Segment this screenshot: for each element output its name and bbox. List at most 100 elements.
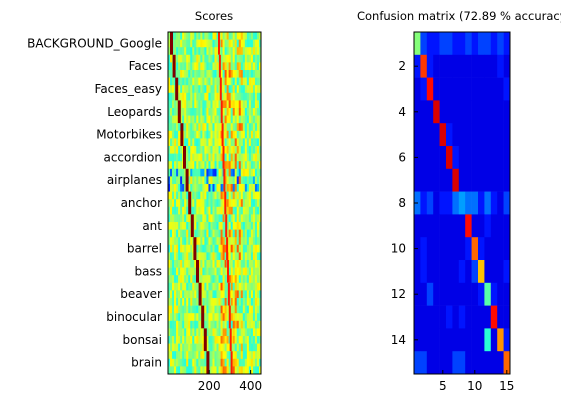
scores-cell xyxy=(178,62,181,71)
scores-cell xyxy=(248,32,252,40)
scores-cell xyxy=(180,85,183,94)
scores-cell xyxy=(206,108,209,116)
scores-cell xyxy=(192,184,195,192)
scores-cell xyxy=(188,237,191,246)
scores-cell xyxy=(214,275,217,284)
confusion-cell xyxy=(446,191,453,215)
scores-cell xyxy=(204,366,207,375)
scores-cell xyxy=(194,282,197,291)
scores-cell xyxy=(230,229,233,238)
scores-cell xyxy=(208,123,211,132)
scores-cell xyxy=(224,62,227,71)
scores-cell xyxy=(258,115,262,124)
scores-cell xyxy=(254,229,258,238)
scores-cell xyxy=(206,290,209,299)
scores-cell xyxy=(248,161,252,170)
scores-cell xyxy=(216,366,219,375)
scores-cell xyxy=(216,70,219,78)
scores-cell xyxy=(244,191,248,200)
scores-cell xyxy=(240,70,244,78)
scores-cell xyxy=(228,358,231,367)
scores-cell xyxy=(254,153,258,162)
scores-cell xyxy=(196,206,199,215)
scores-cell xyxy=(188,115,191,124)
scores-cell xyxy=(224,313,227,322)
scores-cell xyxy=(204,100,207,109)
confusion-cell xyxy=(452,146,460,170)
scores-cell xyxy=(228,62,231,71)
scores-cell xyxy=(240,146,244,154)
scores-cell xyxy=(180,146,183,154)
scores-cell xyxy=(204,358,207,367)
scores-cell xyxy=(216,138,219,147)
scores-cell xyxy=(202,191,205,200)
scores-cell xyxy=(208,214,211,223)
scores-cell xyxy=(214,108,217,116)
scores-cell xyxy=(248,206,252,215)
scores-y-tick-label: Motorbikes xyxy=(96,128,162,142)
confusion-cell xyxy=(478,237,485,261)
scores-cell xyxy=(224,130,227,139)
scores-cell xyxy=(200,343,203,352)
scores-cell xyxy=(230,222,233,230)
scores-cell xyxy=(174,366,177,375)
scores-cell xyxy=(188,108,191,116)
scores-cell xyxy=(232,336,236,344)
scores-cell xyxy=(176,70,179,78)
scores-cell xyxy=(168,77,171,86)
scores-cell xyxy=(252,229,256,238)
scores-cell xyxy=(172,343,175,352)
scores-cell xyxy=(198,191,201,200)
scores-cell xyxy=(186,153,189,162)
scores-cell xyxy=(194,260,197,268)
scores-cell xyxy=(208,290,211,299)
scores-cell xyxy=(232,222,236,230)
scores-cell xyxy=(170,229,173,238)
scores-cell xyxy=(176,123,179,132)
scores-cell xyxy=(244,92,248,101)
scores-cell xyxy=(184,39,187,48)
confusion-cell xyxy=(452,100,460,124)
scores-cell xyxy=(226,161,229,170)
scores-cell xyxy=(214,39,217,48)
scores-cell xyxy=(256,260,260,268)
scores-cell xyxy=(168,260,171,268)
scores-cell xyxy=(244,138,248,147)
scores-cell xyxy=(190,168,193,177)
confusion-cell xyxy=(478,146,485,170)
scores-cell xyxy=(182,260,185,268)
scores-cell xyxy=(172,366,175,375)
confusion-cell xyxy=(478,32,485,56)
scores-cell xyxy=(202,244,205,253)
scores-cell xyxy=(216,176,219,185)
scores-cell xyxy=(190,336,193,344)
scores-cell xyxy=(246,39,250,48)
scores-cell xyxy=(174,199,177,208)
scores-cell xyxy=(174,176,177,185)
scores-cell xyxy=(242,320,246,329)
confusion-cell xyxy=(446,260,453,284)
scores-cell xyxy=(212,123,215,132)
scores-cell xyxy=(188,77,191,86)
scores-cell xyxy=(184,313,187,322)
scores-cell xyxy=(210,168,213,177)
scores-cell xyxy=(194,85,197,94)
scores-cell xyxy=(208,54,211,63)
confusion-cell xyxy=(503,305,511,329)
scores-true-class-mark xyxy=(180,123,184,146)
scores-cell xyxy=(182,54,185,63)
scores-cell xyxy=(200,275,203,284)
scores-cell xyxy=(216,92,219,101)
confusion-cell xyxy=(458,123,466,147)
scores-cell xyxy=(180,168,183,177)
scores-cell xyxy=(234,305,238,314)
scores-cell xyxy=(216,130,219,139)
scores-cell xyxy=(180,176,183,185)
scores-cell xyxy=(256,282,260,291)
scores-cell xyxy=(180,39,183,48)
confusion-cell xyxy=(433,191,440,215)
scores-cell xyxy=(196,199,199,208)
scores-cell xyxy=(216,305,219,314)
confusion-cell xyxy=(414,351,421,375)
scores-cell xyxy=(180,92,183,101)
